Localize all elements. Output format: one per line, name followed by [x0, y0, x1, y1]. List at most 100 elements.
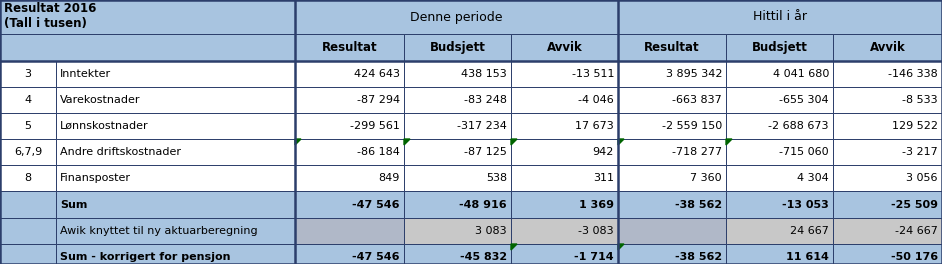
Bar	[295, 218, 404, 244]
Text: -86 184: -86 184	[357, 147, 400, 157]
Bar	[833, 191, 942, 218]
Text: -13 511: -13 511	[572, 69, 614, 79]
Polygon shape	[618, 244, 624, 250]
Text: 3 056: 3 056	[906, 173, 938, 183]
Bar	[618, 191, 726, 218]
Text: 17 673: 17 673	[576, 121, 614, 131]
Text: 3: 3	[24, 69, 31, 79]
Bar	[833, 34, 942, 61]
Bar	[56, 165, 295, 191]
Text: -38 562: -38 562	[674, 252, 722, 262]
Bar	[295, 61, 404, 87]
Text: Resultat: Resultat	[644, 41, 700, 54]
Text: 3 083: 3 083	[476, 226, 507, 236]
Text: -87 125: -87 125	[464, 147, 507, 157]
Bar	[511, 113, 618, 139]
Bar	[833, 244, 942, 264]
Text: Avvik: Avvik	[869, 41, 905, 54]
Text: 4 041 680: 4 041 680	[772, 69, 829, 79]
Text: 942: 942	[593, 147, 614, 157]
Text: -50 176: -50 176	[891, 252, 938, 262]
Polygon shape	[726, 139, 732, 145]
Text: -663 837: -663 837	[673, 95, 722, 105]
Text: Finansposter: Finansposter	[60, 173, 131, 183]
Text: 1 369: 1 369	[579, 200, 614, 210]
Text: Denne periode: Denne periode	[411, 11, 503, 23]
Bar	[56, 113, 295, 139]
Bar	[833, 113, 942, 139]
Text: 7 360: 7 360	[690, 173, 722, 183]
Bar	[511, 165, 618, 191]
Bar	[0, 113, 56, 139]
Bar	[404, 139, 511, 165]
Text: 538: 538	[486, 173, 507, 183]
Text: -317 234: -317 234	[457, 121, 507, 131]
Bar	[0, 87, 56, 113]
Text: 24 667: 24 667	[790, 226, 829, 236]
Text: -24 667: -24 667	[895, 226, 938, 236]
Bar	[0, 191, 56, 218]
Bar	[618, 0, 942, 34]
Bar	[511, 218, 618, 244]
Bar	[618, 34, 726, 61]
Bar	[56, 191, 295, 218]
Bar	[511, 191, 618, 218]
Text: -2 688 673: -2 688 673	[769, 121, 829, 131]
Bar	[295, 34, 404, 61]
Bar	[726, 191, 833, 218]
Text: Budsjett: Budsjett	[752, 41, 807, 54]
Text: Budsjett: Budsjett	[430, 41, 485, 54]
Text: -47 546: -47 546	[352, 200, 400, 210]
Bar	[833, 218, 942, 244]
Polygon shape	[511, 139, 517, 145]
Bar	[404, 87, 511, 113]
Polygon shape	[404, 139, 410, 145]
Bar	[726, 61, 833, 87]
Text: 438 153: 438 153	[462, 69, 507, 79]
Text: -3 217: -3 217	[902, 147, 938, 157]
Bar	[56, 244, 295, 264]
Text: Inntekter: Inntekter	[60, 69, 111, 79]
Text: Andre driftskostnader: Andre driftskostnader	[60, 147, 181, 157]
Text: 849: 849	[379, 173, 400, 183]
Bar	[404, 191, 511, 218]
Bar	[833, 139, 942, 165]
Text: 5: 5	[24, 121, 31, 131]
Text: Awik knyttet til ny aktuarberegning: Awik knyttet til ny aktuarberegning	[60, 226, 257, 236]
Bar	[56, 61, 295, 87]
Bar	[295, 113, 404, 139]
Polygon shape	[511, 244, 517, 250]
Bar	[0, 0, 295, 34]
Text: -38 562: -38 562	[674, 200, 722, 210]
Text: -715 060: -715 060	[779, 147, 829, 157]
Bar	[295, 191, 404, 218]
Bar	[726, 34, 833, 61]
Text: 424 643: 424 643	[354, 69, 400, 79]
Text: -655 304: -655 304	[779, 95, 829, 105]
Bar	[295, 0, 618, 34]
Bar	[726, 113, 833, 139]
Text: 8: 8	[24, 173, 32, 183]
Bar	[726, 87, 833, 113]
Text: 4 304: 4 304	[797, 173, 829, 183]
Polygon shape	[618, 139, 624, 145]
Bar	[0, 244, 56, 264]
Text: Resultat: Resultat	[321, 41, 378, 54]
Text: Varekostnader: Varekostnader	[60, 95, 140, 105]
Text: -45 832: -45 832	[460, 252, 507, 262]
Bar	[511, 61, 618, 87]
Bar	[404, 113, 511, 139]
Text: Avvik: Avvik	[546, 41, 582, 54]
Bar	[404, 61, 511, 87]
Text: -48 916: -48 916	[460, 200, 507, 210]
Text: 129 522: 129 522	[892, 121, 938, 131]
Bar	[618, 61, 726, 87]
Bar	[726, 244, 833, 264]
Polygon shape	[295, 139, 301, 145]
Text: (Tall i tusen): (Tall i tusen)	[4, 17, 87, 31]
Text: -718 277: -718 277	[672, 147, 722, 157]
Text: -299 561: -299 561	[350, 121, 400, 131]
Text: -146 338: -146 338	[888, 69, 938, 79]
Bar	[833, 87, 942, 113]
Text: 3 895 342: 3 895 342	[665, 69, 722, 79]
